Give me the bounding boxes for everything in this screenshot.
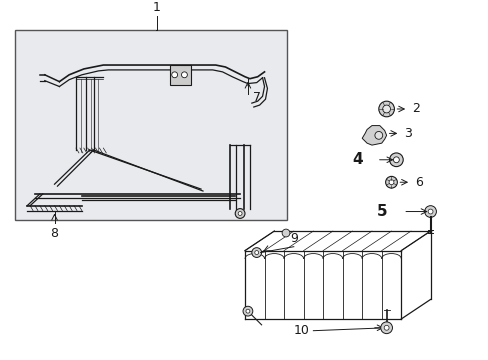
Circle shape bbox=[384, 325, 388, 330]
Circle shape bbox=[374, 131, 382, 139]
Circle shape bbox=[181, 72, 187, 78]
Text: 5: 5 bbox=[376, 204, 386, 219]
Circle shape bbox=[235, 208, 244, 219]
Bar bbox=[16, 30, 286, 220]
Text: 10: 10 bbox=[293, 324, 309, 337]
Text: 3: 3 bbox=[404, 127, 411, 140]
Text: 7: 7 bbox=[252, 91, 260, 104]
Circle shape bbox=[254, 251, 258, 255]
Circle shape bbox=[388, 180, 393, 185]
Circle shape bbox=[389, 153, 403, 167]
Circle shape bbox=[380, 322, 392, 334]
Circle shape bbox=[427, 209, 432, 214]
Circle shape bbox=[171, 72, 177, 78]
Circle shape bbox=[378, 101, 394, 117]
Text: 9: 9 bbox=[289, 232, 297, 245]
Circle shape bbox=[238, 212, 242, 215]
Circle shape bbox=[382, 105, 390, 113]
Circle shape bbox=[424, 206, 435, 217]
Circle shape bbox=[243, 306, 252, 316]
Text: 2: 2 bbox=[411, 103, 419, 116]
Circle shape bbox=[393, 157, 399, 163]
Text: 1: 1 bbox=[153, 1, 161, 14]
Bar bbox=[169, 65, 191, 85]
Circle shape bbox=[251, 248, 261, 257]
Circle shape bbox=[245, 309, 249, 313]
Text: 4: 4 bbox=[352, 152, 362, 167]
Text: 8: 8 bbox=[50, 227, 59, 240]
Text: 6: 6 bbox=[414, 176, 422, 189]
Circle shape bbox=[282, 229, 289, 237]
Polygon shape bbox=[362, 126, 386, 145]
Circle shape bbox=[385, 176, 397, 188]
